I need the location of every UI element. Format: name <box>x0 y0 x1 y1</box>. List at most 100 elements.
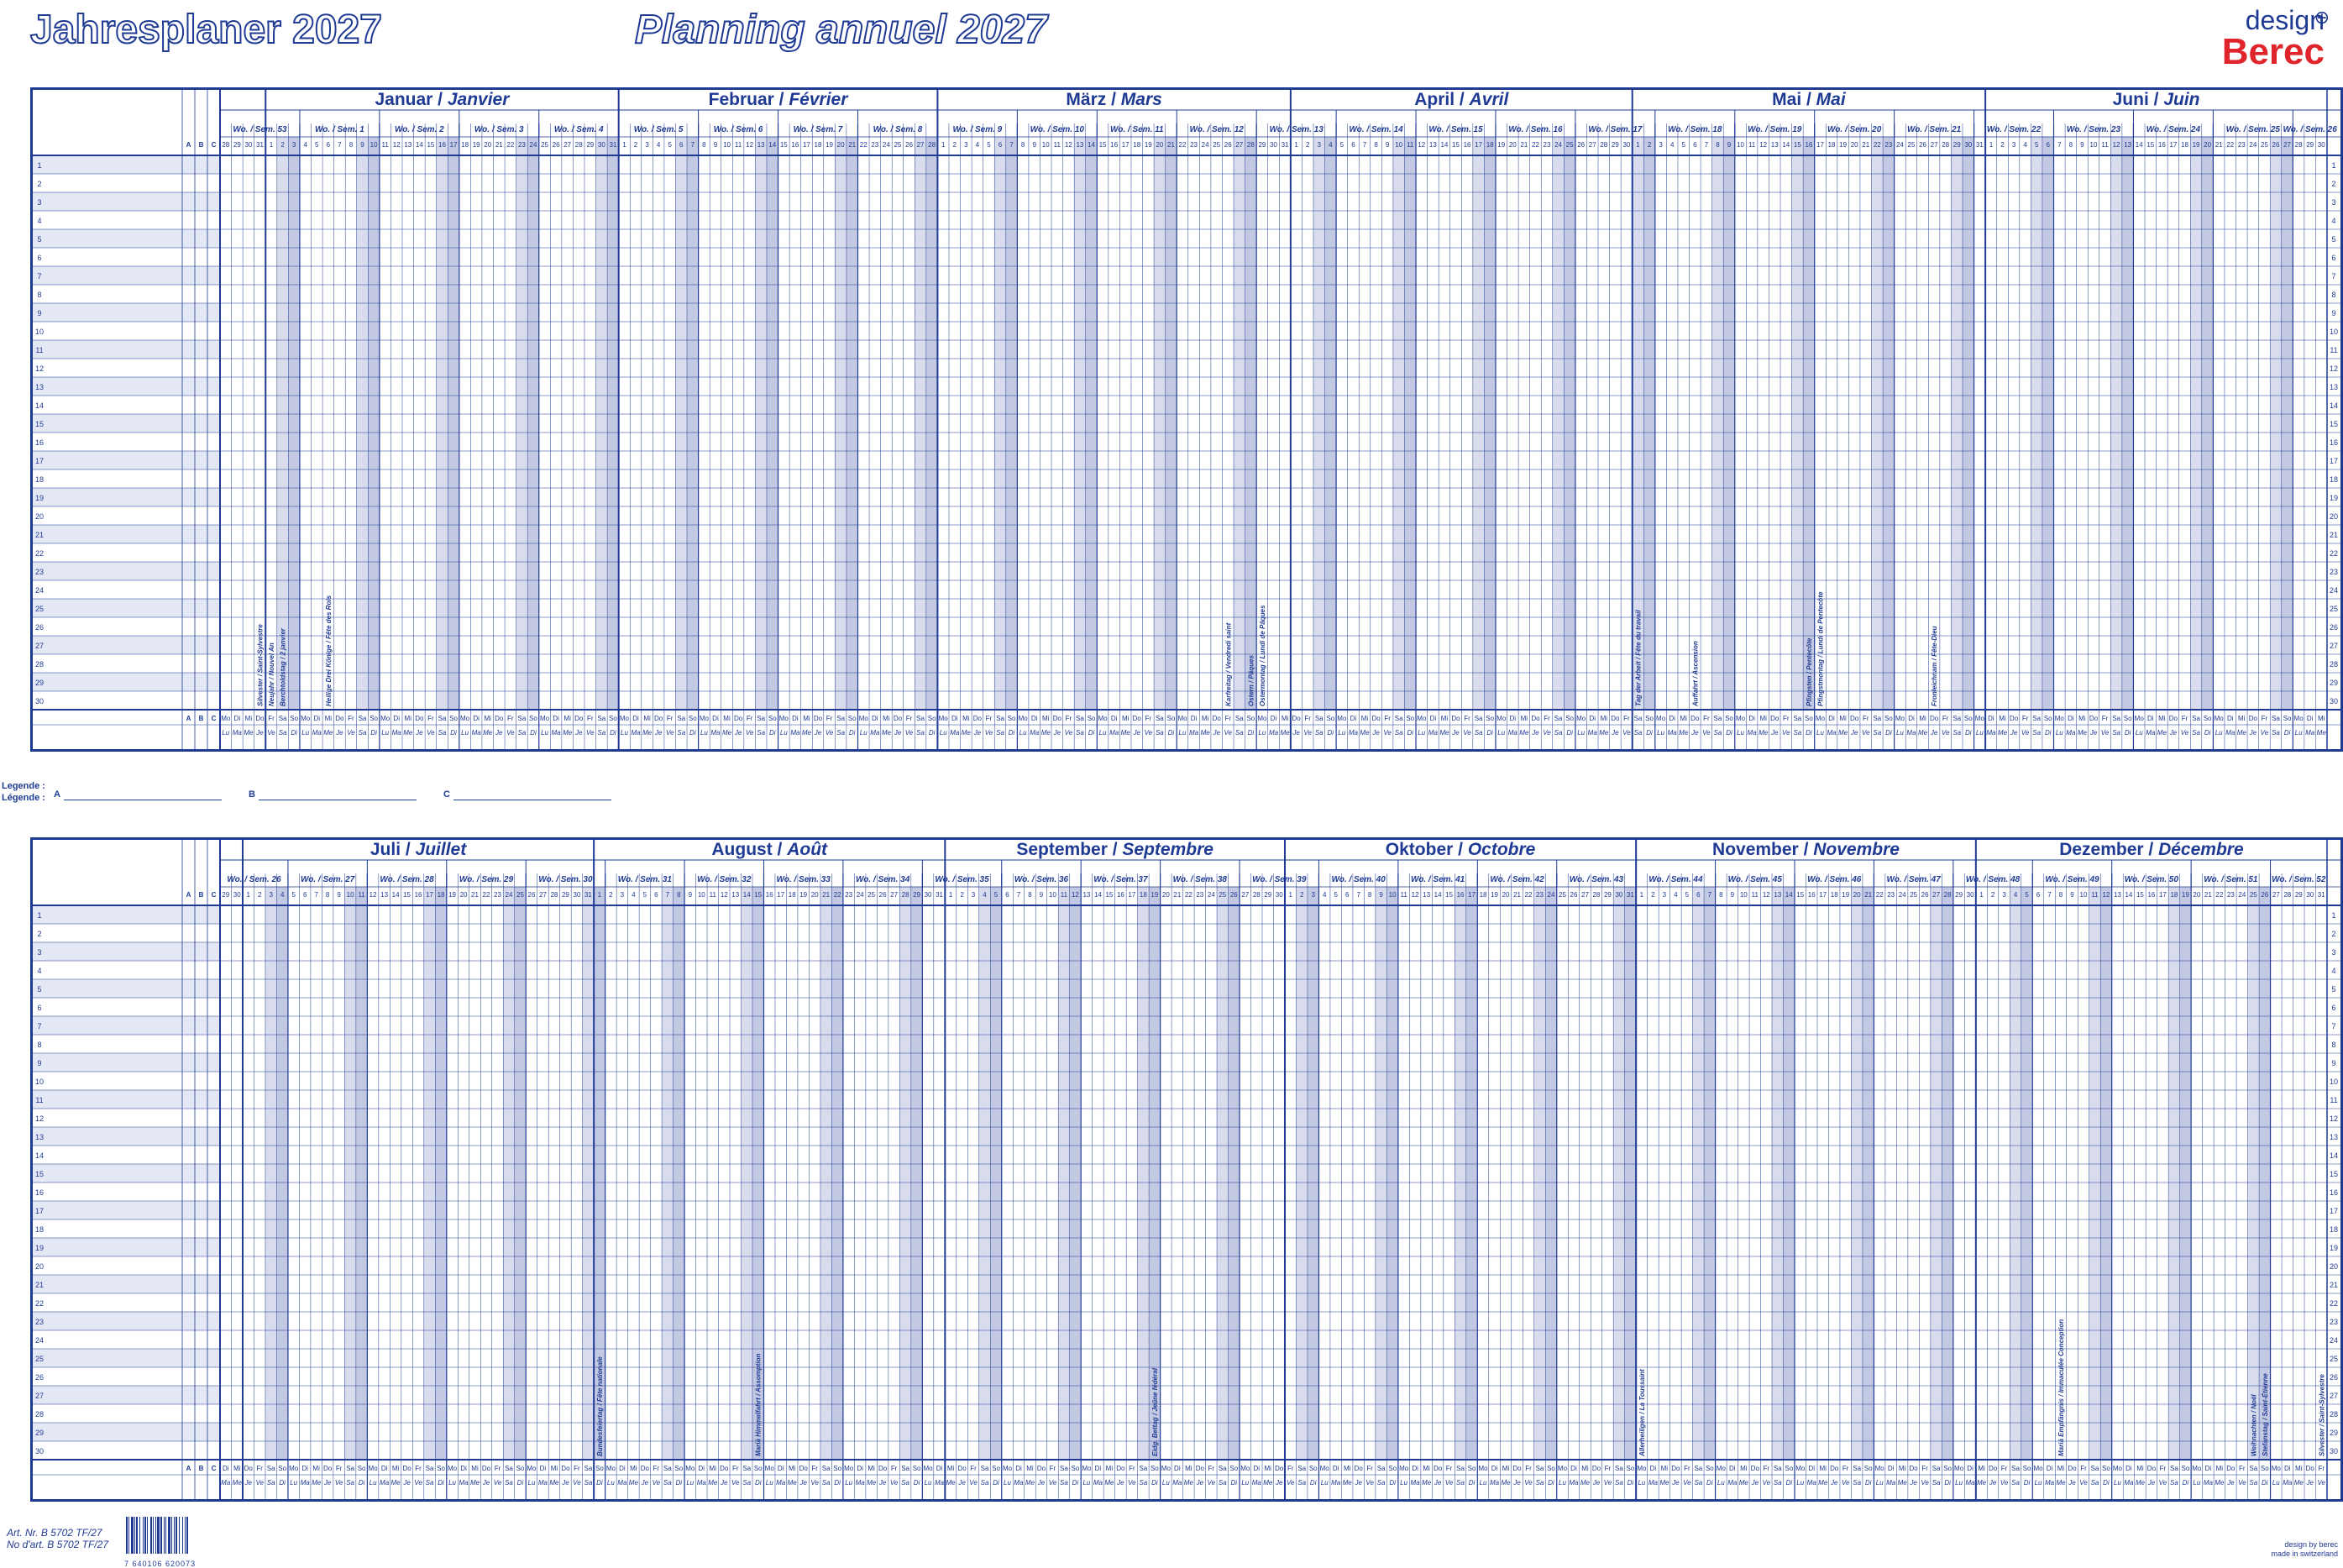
day-number: 20 <box>484 141 491 149</box>
day-number: 22 <box>506 141 514 149</box>
day-abbr-fr: Je <box>1770 729 1779 737</box>
day-abbr-fr: Je <box>2010 729 2018 737</box>
day-number: 7 <box>2047 891 2052 899</box>
day-abbr-fr: Sa <box>359 729 367 737</box>
day-abbr-de: Mi <box>325 715 333 722</box>
day-number: 4 <box>1674 891 1678 899</box>
day-number: 23 <box>2238 141 2246 149</box>
day-abbr-de: Mi <box>2136 1465 2144 1472</box>
row-number-right: 17 <box>2330 457 2338 465</box>
day-abbr-fr: Me <box>962 729 972 737</box>
row-number-left: 18 <box>35 475 44 484</box>
day-abbr-fr: Me <box>1263 1479 1273 1487</box>
weekend-column <box>607 137 619 710</box>
day-number: 9 <box>360 141 364 149</box>
legend-b-line[interactable] <box>259 789 417 800</box>
day-abbr-fr: Je <box>1611 729 1619 737</box>
day-abbr-de: Fr <box>1304 715 1311 722</box>
day-abbr-de: Mo <box>2033 1465 2043 1472</box>
weekend-column <box>752 887 764 1460</box>
day-number: 13 <box>757 141 765 149</box>
week-label: Wo. / Sem. 30 <box>538 875 593 884</box>
day-abbr-de: Mo <box>1478 1465 1488 1472</box>
row-number-left: 9 <box>37 309 41 317</box>
day-abbr-de: Mo <box>620 715 630 722</box>
day-abbr-fr: Lu <box>1816 729 1824 737</box>
day-abbr-de: Sa <box>1395 715 1403 722</box>
day-abbr-fr: Lu <box>845 1479 852 1487</box>
row-number-left: 6 <box>37 254 41 262</box>
day-abbr-fr: Di <box>2045 729 2052 737</box>
week-label: Wo. / Sem. 12 <box>1190 125 1245 134</box>
day-abbr-fr: Je <box>255 729 264 737</box>
day-abbr-de: Do <box>878 1465 888 1472</box>
day-abbr-fr: Ve <box>985 729 993 737</box>
day-number: 30 <box>2306 891 2314 899</box>
week-label: Wo. / Sem. 50 <box>2125 875 2179 884</box>
row-number-right: 2 <box>2331 930 2335 938</box>
day-number: 2 <box>1300 891 1304 899</box>
day-abbr-fr: Lu <box>1418 729 1425 737</box>
day-abbr-fr: Sa <box>1774 1479 1782 1487</box>
day-abbr-fr: Ma <box>1588 729 1598 737</box>
row-number-right: 28 <box>2330 1410 2338 1419</box>
day-abbr-fr: Ve <box>1543 729 1551 737</box>
day-number: 23 <box>1190 141 1198 149</box>
row-number-right: 9 <box>2331 1059 2335 1067</box>
row-number-right: 6 <box>2331 1004 2335 1012</box>
day-abbr-fr: Ve <box>746 729 754 737</box>
day-abbr-fr: Me <box>1679 729 1689 737</box>
day-abbr-fr: Ma <box>1269 729 1279 737</box>
day-abbr-fr: Me <box>1998 729 2008 737</box>
day-abbr-de: Mi <box>867 1465 875 1472</box>
day-abbr-fr: Di <box>929 729 936 737</box>
legend-a-line[interactable] <box>64 789 222 800</box>
day-abbr-fr: Lu <box>1400 1479 1407 1487</box>
day-number: 20 <box>837 141 845 149</box>
day-abbr-fr: Sa <box>597 729 605 737</box>
day-abbr-fr: Sa <box>2091 1479 2099 1487</box>
day-abbr-fr: Je <box>1196 1479 1204 1487</box>
day-abbr-fr: Je <box>574 729 583 737</box>
day-abbr-fr: Ma <box>1093 1479 1103 1487</box>
row-number-left: 30 <box>35 697 44 705</box>
week-label: Wo. / Sem. 49 <box>2045 875 2099 884</box>
weekend-column <box>2270 137 2282 710</box>
day-abbr-fr: Lu <box>700 729 708 737</box>
legend-c-line[interactable] <box>453 789 611 800</box>
day-number: 1 <box>598 891 602 899</box>
day-number: 1 <box>1640 891 1644 899</box>
weekend-column <box>2179 887 2192 1460</box>
day-abbr-fr: Ma <box>552 729 562 737</box>
day-abbr-fr: Me <box>867 1479 877 1487</box>
holiday-label: Mariä Himmelfahrt / Assomption <box>755 1353 763 1456</box>
day-abbr-fr: Ma <box>950 729 960 737</box>
day-number: 3 <box>621 891 625 899</box>
weekend-column <box>2247 887 2260 1460</box>
day-number: 9 <box>689 891 693 899</box>
day-abbr-de: So <box>1785 1465 1793 1472</box>
day-abbr-de: Fr <box>811 1465 818 1472</box>
day-abbr-de: So <box>689 715 697 722</box>
day-abbr-de: Fr <box>667 715 674 722</box>
weekend-column <box>2089 887 2101 1460</box>
day-abbr-de: Mo <box>2272 1465 2282 1472</box>
day-abbr-fr: Ma <box>631 729 641 737</box>
row-number-right: 8 <box>2331 1041 2335 1049</box>
day-abbr-de: Sa <box>267 1465 275 1472</box>
week-label: Wo. / Sem. 3 <box>474 125 524 134</box>
day-abbr-de: Fr <box>1446 1465 1453 1472</box>
weekend-column <box>582 887 595 1460</box>
day-number: 12 <box>1412 891 1419 899</box>
barcode-bar <box>174 1517 175 1554</box>
holiday-label: Stefanstag / Saint-Étienne <box>2262 1373 2269 1456</box>
day-abbr-fr: Sa <box>517 729 526 737</box>
week-label: Wo. / Sem. 36 <box>1014 875 1069 884</box>
day-abbr-fr: Lu <box>1241 1479 1249 1487</box>
day-abbr-de: So <box>595 1465 604 1472</box>
day-abbr-de: Fr <box>2262 715 2268 722</box>
day-abbr-de: Mi <box>1423 1465 1430 1472</box>
row-number-left: 30 <box>35 1447 44 1455</box>
day-abbr-de: Sa <box>1060 1465 1068 1472</box>
row-number-left: 26 <box>35 623 44 632</box>
